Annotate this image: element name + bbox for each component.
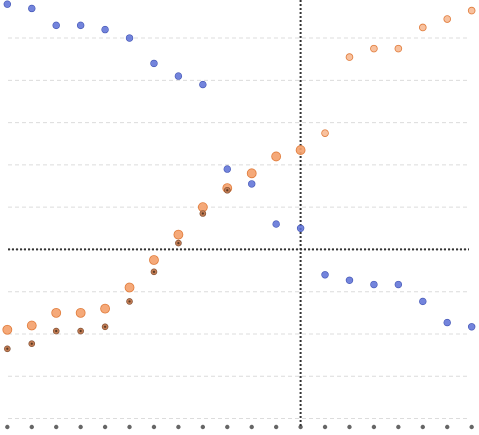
data-point-core xyxy=(152,270,156,273)
data-point xyxy=(199,80,207,89)
x-tick-mark xyxy=(127,424,132,430)
data-point xyxy=(173,229,184,240)
x-tick-mark xyxy=(54,424,59,430)
data-point xyxy=(467,323,476,331)
data-point xyxy=(26,320,37,331)
data-point xyxy=(149,255,159,265)
x-tick-mark xyxy=(469,424,474,430)
data-point xyxy=(76,21,85,30)
data-point xyxy=(101,25,109,34)
data-point xyxy=(174,72,183,80)
data-point xyxy=(125,34,134,42)
data-point xyxy=(2,324,13,335)
data-point xyxy=(370,280,378,289)
series-2 xyxy=(4,186,231,353)
x-tick-mark xyxy=(445,424,450,430)
x-tick-mark xyxy=(371,424,377,430)
data-point xyxy=(418,23,427,32)
data-point xyxy=(223,165,231,173)
data-point xyxy=(443,318,451,327)
data-point xyxy=(100,303,110,314)
reference-lines xyxy=(8,0,469,427)
data-point xyxy=(52,21,60,30)
data-point-core xyxy=(30,342,33,345)
x-tick-mark xyxy=(5,424,10,430)
data-point-core xyxy=(128,300,131,303)
x-tick-mark xyxy=(298,424,303,430)
data-point xyxy=(51,307,62,318)
data-point-core xyxy=(177,241,180,245)
data-point-core xyxy=(55,329,58,333)
x-tick-mark xyxy=(396,424,401,430)
data-point xyxy=(419,297,427,306)
data-point xyxy=(370,44,378,53)
data-point-core xyxy=(226,189,229,192)
data-point xyxy=(246,168,257,179)
x-tick-mark xyxy=(249,424,254,430)
data-point-core xyxy=(6,347,9,350)
data-point xyxy=(75,307,86,318)
series-1 xyxy=(2,6,476,335)
series-0 xyxy=(3,0,476,331)
x-tick-mark xyxy=(78,424,83,430)
x-tick-mark xyxy=(151,424,157,430)
data-point xyxy=(272,220,280,228)
data-point-core xyxy=(201,212,204,215)
x-tick-mark xyxy=(29,424,34,430)
data-points xyxy=(2,0,476,353)
x-tick-mark xyxy=(322,424,328,430)
data-point-core xyxy=(79,329,82,333)
data-point xyxy=(248,180,256,188)
data-point-core xyxy=(103,325,107,328)
x-tick-mark xyxy=(102,424,108,430)
data-point xyxy=(394,44,403,53)
x-ticks xyxy=(5,424,474,430)
data-point xyxy=(345,276,354,284)
grid xyxy=(8,37,467,420)
data-point xyxy=(296,224,305,232)
x-tick-mark xyxy=(225,424,230,430)
data-point xyxy=(443,15,452,23)
data-point xyxy=(150,59,158,68)
data-point xyxy=(467,6,476,15)
data-point xyxy=(28,4,36,13)
data-point xyxy=(124,282,135,293)
data-point xyxy=(295,145,306,155)
x-tick-mark xyxy=(347,424,352,430)
x-tick-mark xyxy=(176,424,181,430)
data-point xyxy=(3,0,12,8)
data-point xyxy=(321,271,329,279)
data-point xyxy=(394,280,403,289)
data-point xyxy=(271,151,282,162)
x-tick-mark xyxy=(420,424,425,430)
data-point xyxy=(345,53,354,61)
x-tick-mark xyxy=(273,424,279,430)
data-point xyxy=(321,129,329,137)
x-tick-mark xyxy=(200,424,206,430)
